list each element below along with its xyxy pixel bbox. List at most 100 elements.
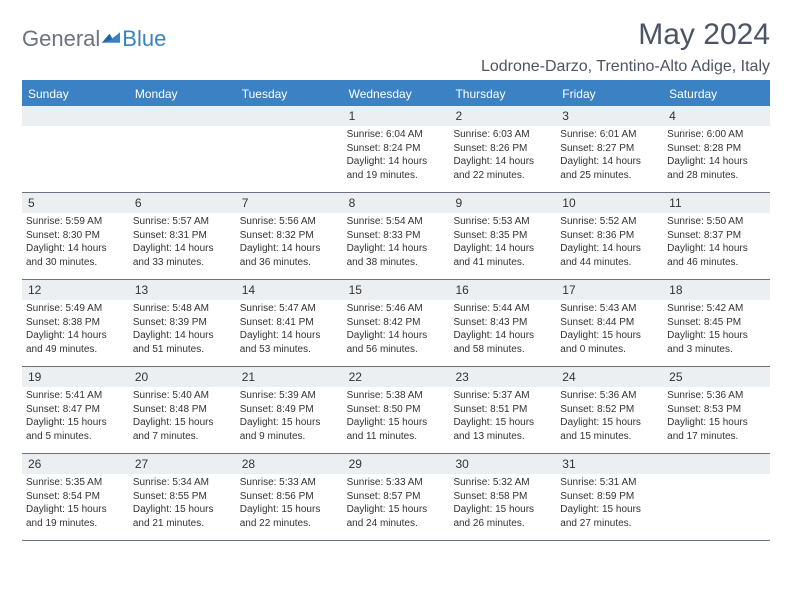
sunset-text: Sunset: 8:24 PM [347, 142, 446, 156]
day-number: 19 [22, 367, 129, 387]
sunrise-text: Sunrise: 5:33 AM [240, 476, 339, 490]
day-body: Sunrise: 6:04 AMSunset: 8:24 PMDaylight:… [343, 126, 450, 186]
daylight-text: Daylight: 14 hours and 36 minutes. [240, 242, 339, 269]
sunset-text: Sunset: 8:33 PM [347, 229, 446, 243]
weekday-saturday: Saturday [663, 82, 770, 106]
weekday-thursday: Thursday [449, 82, 556, 106]
day-body: Sunrise: 5:42 AMSunset: 8:45 PMDaylight:… [663, 300, 770, 360]
day-body: Sunrise: 5:57 AMSunset: 8:31 PMDaylight:… [129, 213, 236, 273]
day-body: Sunrise: 5:47 AMSunset: 8:41 PMDaylight:… [236, 300, 343, 360]
sunrise-text: Sunrise: 5:39 AM [240, 389, 339, 403]
daylight-text: Daylight: 14 hours and 41 minutes. [453, 242, 552, 269]
sunset-text: Sunset: 8:45 PM [667, 316, 766, 330]
sunset-text: Sunset: 8:41 PM [240, 316, 339, 330]
daylight-text: Daylight: 14 hours and 56 minutes. [347, 329, 446, 356]
daylight-text: Daylight: 15 hours and 17 minutes. [667, 416, 766, 443]
day-cell: 3Sunrise: 6:01 AMSunset: 8:27 PMDaylight… [556, 106, 663, 192]
day-number: 23 [449, 367, 556, 387]
day-body: Sunrise: 5:59 AMSunset: 8:30 PMDaylight:… [22, 213, 129, 273]
sunrise-text: Sunrise: 5:59 AM [26, 215, 125, 229]
day-cell: 12Sunrise: 5:49 AMSunset: 8:38 PMDayligh… [22, 280, 129, 366]
day-body: Sunrise: 5:31 AMSunset: 8:59 PMDaylight:… [556, 474, 663, 534]
sunrise-text: Sunrise: 5:33 AM [347, 476, 446, 490]
sunrise-text: Sunrise: 5:40 AM [133, 389, 232, 403]
weekday-friday: Friday [556, 82, 663, 106]
week-row: 1Sunrise: 6:04 AMSunset: 8:24 PMDaylight… [22, 106, 770, 193]
day-number: 26 [22, 454, 129, 474]
day-body: Sunrise: 5:34 AMSunset: 8:55 PMDaylight:… [129, 474, 236, 534]
daylight-text: Daylight: 14 hours and 51 minutes. [133, 329, 232, 356]
day-number: 11 [663, 193, 770, 213]
sunrise-text: Sunrise: 5:53 AM [453, 215, 552, 229]
day-number: 9 [449, 193, 556, 213]
day-number: 29 [343, 454, 450, 474]
day-body: Sunrise: 5:54 AMSunset: 8:33 PMDaylight:… [343, 213, 450, 273]
sunrise-text: Sunrise: 5:54 AM [347, 215, 446, 229]
day-body: Sunrise: 6:03 AMSunset: 8:26 PMDaylight:… [449, 126, 556, 186]
daylight-text: Daylight: 15 hours and 11 minutes. [347, 416, 446, 443]
sunset-text: Sunset: 8:43 PM [453, 316, 552, 330]
day-cell: 9Sunrise: 5:53 AMSunset: 8:35 PMDaylight… [449, 193, 556, 279]
day-body: Sunrise: 5:33 AMSunset: 8:57 PMDaylight:… [343, 474, 450, 534]
sunset-text: Sunset: 8:59 PM [560, 490, 659, 504]
daylight-text: Daylight: 14 hours and 33 minutes. [133, 242, 232, 269]
daylight-text: Daylight: 15 hours and 24 minutes. [347, 503, 446, 530]
day-cell: 8Sunrise: 5:54 AMSunset: 8:33 PMDaylight… [343, 193, 450, 279]
day-cell: 23Sunrise: 5:37 AMSunset: 8:51 PMDayligh… [449, 367, 556, 453]
day-body: Sunrise: 5:36 AMSunset: 8:53 PMDaylight:… [663, 387, 770, 447]
day-cell: 18Sunrise: 5:42 AMSunset: 8:45 PMDayligh… [663, 280, 770, 366]
logo-text-general: General [22, 26, 100, 52]
sunrise-text: Sunrise: 5:41 AM [26, 389, 125, 403]
daylight-text: Daylight: 15 hours and 3 minutes. [667, 329, 766, 356]
day-body: Sunrise: 5:53 AMSunset: 8:35 PMDaylight:… [449, 213, 556, 273]
calendar-page: General Blue May 2024 Lodrone-Darzo, Tre… [0, 0, 792, 541]
sunset-text: Sunset: 8:32 PM [240, 229, 339, 243]
day-cell: 19Sunrise: 5:41 AMSunset: 8:47 PMDayligh… [22, 367, 129, 453]
day-cell: 26Sunrise: 5:35 AMSunset: 8:54 PMDayligh… [22, 454, 129, 540]
day-number [663, 454, 770, 474]
day-cell: 22Sunrise: 5:38 AMSunset: 8:50 PMDayligh… [343, 367, 450, 453]
day-number: 8 [343, 193, 450, 213]
day-number: 10 [556, 193, 663, 213]
sunset-text: Sunset: 8:36 PM [560, 229, 659, 243]
day-cell: 27Sunrise: 5:34 AMSunset: 8:55 PMDayligh… [129, 454, 236, 540]
sunrise-text: Sunrise: 5:35 AM [26, 476, 125, 490]
day-cell [236, 106, 343, 192]
sunrise-text: Sunrise: 6:03 AM [453, 128, 552, 142]
sunset-text: Sunset: 8:42 PM [347, 316, 446, 330]
day-cell: 11Sunrise: 5:50 AMSunset: 8:37 PMDayligh… [663, 193, 770, 279]
day-body: Sunrise: 5:32 AMSunset: 8:58 PMDaylight:… [449, 474, 556, 534]
day-number: 31 [556, 454, 663, 474]
daylight-text: Daylight: 14 hours and 28 minutes. [667, 155, 766, 182]
day-number: 30 [449, 454, 556, 474]
day-number: 14 [236, 280, 343, 300]
daylight-text: Daylight: 15 hours and 26 minutes. [453, 503, 552, 530]
sunrise-text: Sunrise: 5:42 AM [667, 302, 766, 316]
sunset-text: Sunset: 8:58 PM [453, 490, 552, 504]
day-body: Sunrise: 5:44 AMSunset: 8:43 PMDaylight:… [449, 300, 556, 360]
logo: General Blue [22, 26, 166, 52]
day-cell: 15Sunrise: 5:46 AMSunset: 8:42 PMDayligh… [343, 280, 450, 366]
day-number: 5 [22, 193, 129, 213]
week-row: 26Sunrise: 5:35 AMSunset: 8:54 PMDayligh… [22, 454, 770, 541]
sunrise-text: Sunrise: 5:38 AM [347, 389, 446, 403]
sunset-text: Sunset: 8:54 PM [26, 490, 125, 504]
day-number [129, 106, 236, 126]
daylight-text: Daylight: 15 hours and 13 minutes. [453, 416, 552, 443]
title-block: May 2024 [638, 18, 770, 54]
sunset-text: Sunset: 8:52 PM [560, 403, 659, 417]
day-cell: 5Sunrise: 5:59 AMSunset: 8:30 PMDaylight… [22, 193, 129, 279]
day-number: 18 [663, 280, 770, 300]
sunrise-text: Sunrise: 5:32 AM [453, 476, 552, 490]
sunrise-text: Sunrise: 5:47 AM [240, 302, 339, 316]
day-number: 6 [129, 193, 236, 213]
day-cell: 14Sunrise: 5:47 AMSunset: 8:41 PMDayligh… [236, 280, 343, 366]
daylight-text: Daylight: 14 hours and 49 minutes. [26, 329, 125, 356]
day-cell [129, 106, 236, 192]
sunset-text: Sunset: 8:39 PM [133, 316, 232, 330]
day-body: Sunrise: 5:35 AMSunset: 8:54 PMDaylight:… [22, 474, 129, 534]
week-row: 12Sunrise: 5:49 AMSunset: 8:38 PMDayligh… [22, 280, 770, 367]
day-body: Sunrise: 6:01 AMSunset: 8:27 PMDaylight:… [556, 126, 663, 186]
day-cell: 28Sunrise: 5:33 AMSunset: 8:56 PMDayligh… [236, 454, 343, 540]
day-cell: 13Sunrise: 5:48 AMSunset: 8:39 PMDayligh… [129, 280, 236, 366]
